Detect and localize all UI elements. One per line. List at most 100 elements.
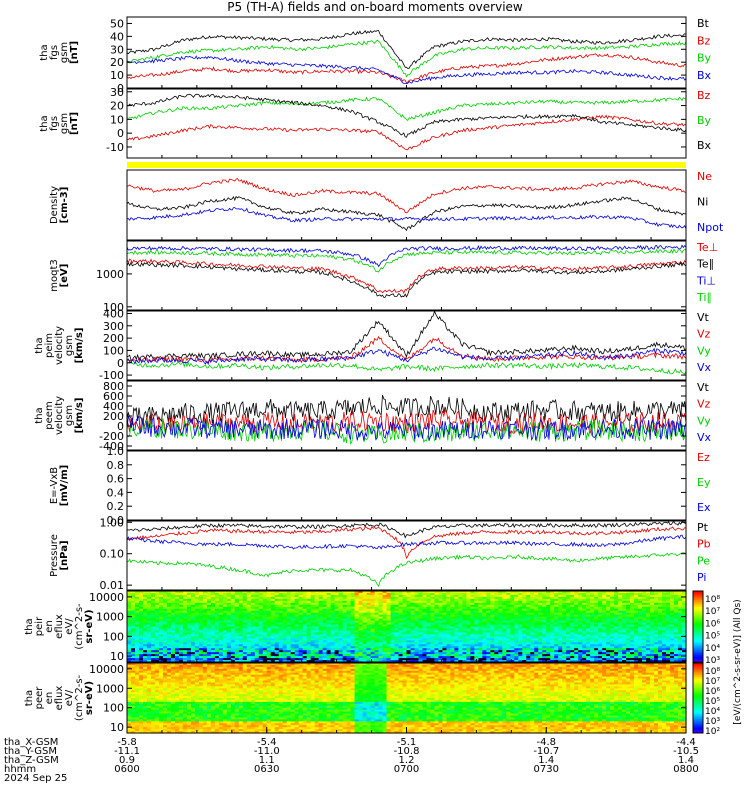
heatmap-cell	[294, 594, 300, 598]
heatmap-cell	[626, 608, 631, 612]
heatmap-cell	[522, 618, 527, 622]
heatmap-cell	[134, 648, 140, 651]
heatmap-cell	[502, 596, 507, 600]
heatmap-cell	[262, 650, 268, 653]
heatmap-cell	[574, 614, 579, 618]
heatmap-cell	[314, 606, 320, 610]
heatmap-cell	[418, 592, 424, 596]
heatmap-cell	[286, 652, 292, 655]
heatmap-cell	[458, 608, 463, 612]
heatmap-cell	[482, 656, 487, 659]
heatmap-cell	[474, 640, 479, 643]
heatmap-cell	[602, 626, 607, 630]
heatmap-cell	[586, 626, 591, 630]
heatmap-cell	[282, 660, 288, 663]
heatmap-cell	[134, 634, 140, 637]
heatmap-cell	[418, 638, 424, 641]
heatmap-cell	[602, 612, 607, 616]
heatmap-cell	[222, 636, 228, 639]
heatmap-cell	[594, 600, 599, 604]
heatmap-cell	[514, 612, 519, 616]
heatmap-cell	[422, 592, 428, 596]
heatmap-cell	[502, 608, 507, 612]
heatmap-cell	[230, 626, 236, 630]
heatmap-cell	[266, 614, 272, 618]
heatmap-cell	[382, 594, 388, 598]
heatmap-cell	[154, 652, 160, 655]
heatmap-cell	[582, 640, 587, 643]
heatmap-cell	[474, 624, 479, 628]
heatmap-cell	[406, 640, 412, 643]
heatmap-cell	[566, 646, 571, 649]
heatmap-cell	[538, 634, 543, 637]
heatmap-cell	[158, 610, 164, 614]
heatmap-cell	[202, 654, 208, 657]
heatmap-cell	[450, 592, 456, 596]
heatmap-cell	[194, 622, 200, 626]
heatmap-cell	[266, 654, 272, 657]
heatmap-cell	[286, 650, 292, 653]
heatmap-cell	[218, 592, 224, 596]
heatmap-cell	[418, 614, 424, 618]
heatmap-cell	[150, 630, 156, 634]
heatmap-cell	[598, 602, 603, 606]
heatmap-cell	[338, 658, 344, 661]
heatmap-cell	[490, 598, 495, 602]
heatmap-cell	[266, 616, 272, 620]
heatmap-cell	[546, 626, 551, 630]
heatmap-cell	[278, 596, 284, 600]
heatmap-cell	[346, 592, 352, 596]
heatmap-cell	[246, 592, 252, 596]
heatmap-cell	[214, 640, 220, 643]
heatmap-cell	[542, 606, 547, 610]
heatmap-cell	[630, 614, 635, 618]
heatmap-cell	[338, 622, 344, 626]
heatmap-cell	[598, 606, 603, 610]
heatmap-cell	[274, 642, 280, 645]
heatmap-cell	[454, 618, 459, 622]
heatmap-cell	[362, 612, 368, 616]
heatmap-cell	[282, 628, 288, 632]
heatmap-cell	[382, 640, 388, 643]
heatmap-cell	[346, 646, 352, 649]
heatmap-cell	[266, 598, 272, 602]
heatmap-cell	[586, 608, 591, 612]
heatmap-cell	[478, 630, 483, 634]
heatmap-cell	[562, 648, 567, 651]
heatmap-cell	[278, 626, 284, 630]
heatmap-cell	[542, 612, 547, 616]
heatmap-cell	[630, 604, 635, 608]
heatmap-cell	[186, 638, 192, 641]
heatmap-cell	[522, 606, 527, 610]
heatmap-cell	[598, 628, 603, 632]
heatmap-cell	[274, 636, 280, 639]
heatmap-cell	[382, 610, 388, 614]
heatmap-cell	[242, 638, 248, 641]
y-tick-label: 0	[117, 420, 124, 433]
heatmap-cell	[602, 642, 607, 645]
heatmap-cell	[482, 596, 487, 600]
heatmap-cell	[490, 616, 495, 620]
heatmap-cell	[442, 640, 448, 643]
heatmap-cell	[334, 652, 340, 655]
heatmap-cell	[594, 616, 599, 620]
heatmap-cell	[350, 600, 356, 604]
heatmap-cell	[642, 630, 647, 634]
heatmap-cell	[302, 604, 308, 608]
heatmap-cell	[150, 608, 156, 612]
heatmap-cell	[378, 648, 384, 651]
heatmap-cell	[542, 591, 547, 594]
heatmap-cell	[334, 634, 340, 637]
heatmap-cell	[578, 614, 583, 618]
heatmap-cell	[486, 656, 491, 659]
heatmap-cell	[338, 652, 344, 655]
heatmap-cell	[606, 646, 611, 649]
y-axis-label: tha	[34, 337, 45, 353]
heatmap-cell	[130, 628, 136, 632]
heatmap-cell	[274, 656, 280, 659]
heatmap-cell	[298, 656, 304, 659]
heatmap-cell	[530, 592, 535, 596]
heatmap-cell	[146, 594, 152, 598]
heatmap-cell	[578, 602, 583, 606]
heatmap-cell	[606, 656, 611, 659]
